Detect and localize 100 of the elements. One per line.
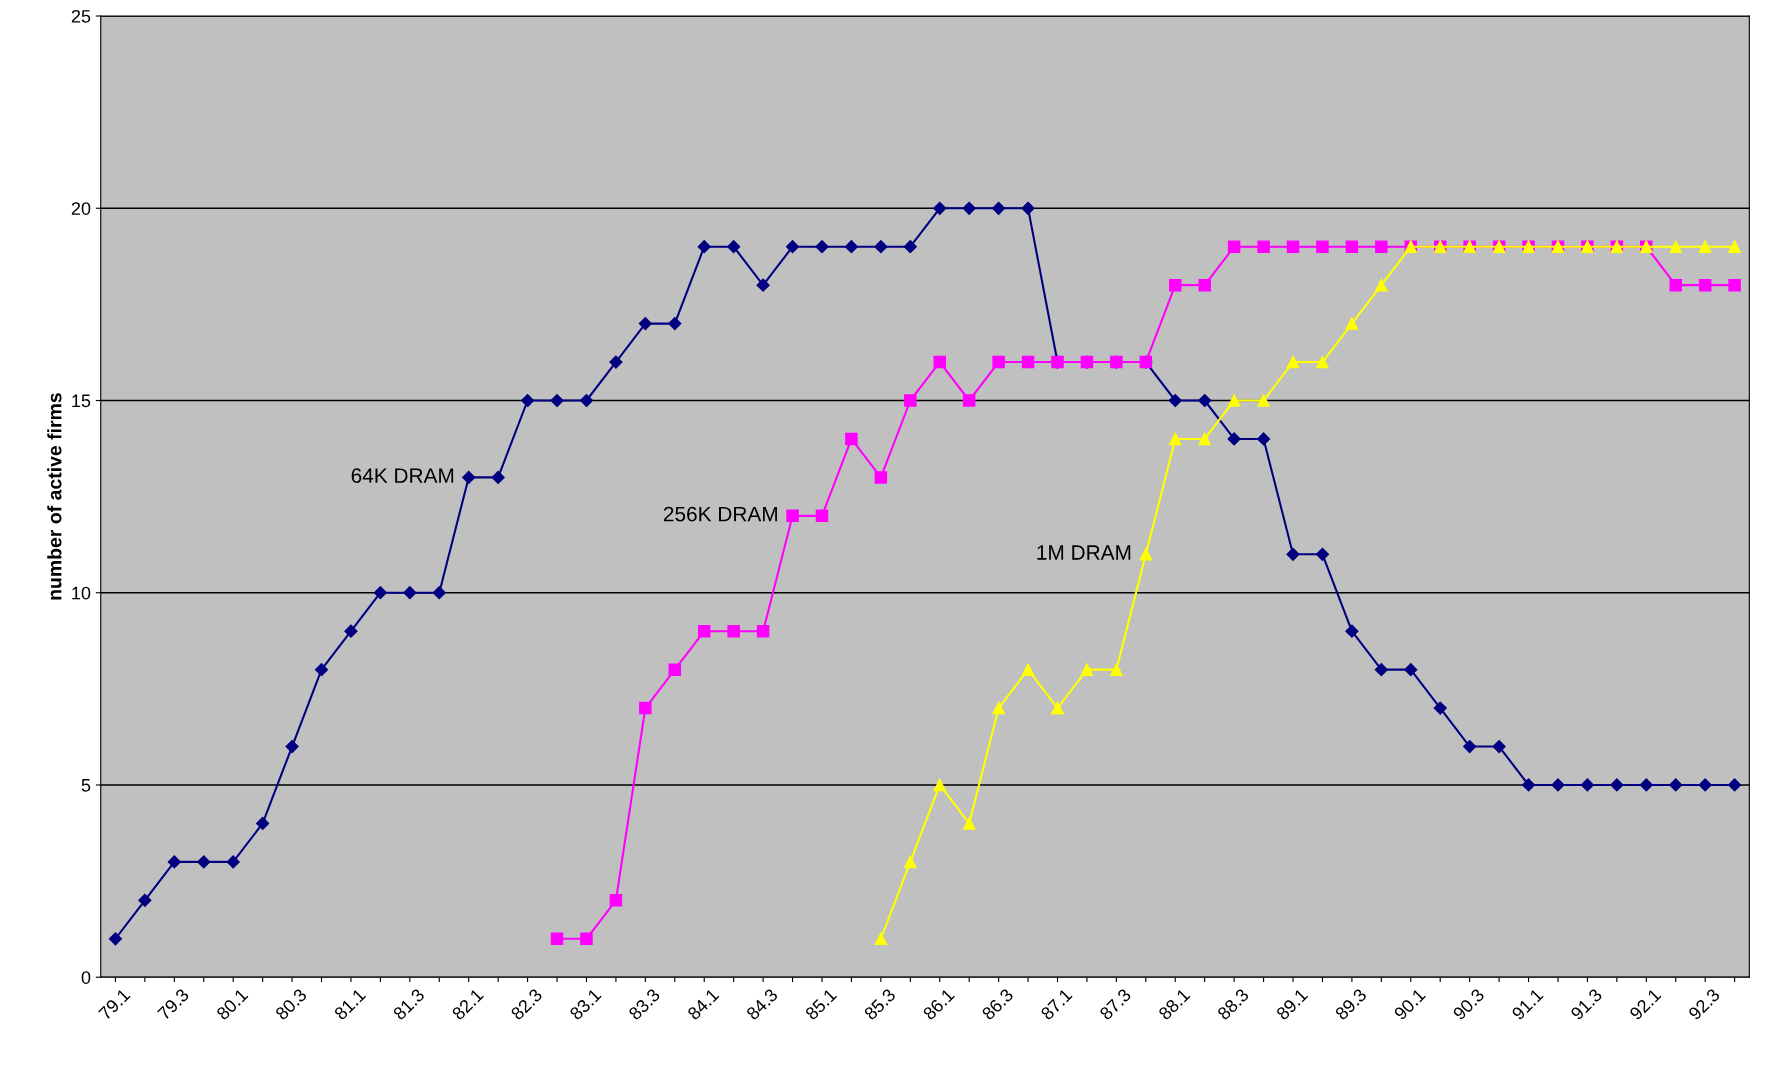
x-tick-label: 92.3 <box>1687 987 1721 1021</box>
point <box>904 394 917 407</box>
x-tick-label: 92.1 <box>1628 987 1662 1021</box>
x-tick-label: 79.3 <box>156 987 190 1021</box>
point <box>1698 240 1712 253</box>
point <box>1315 547 1330 561</box>
point <box>1316 240 1329 253</box>
point <box>1227 432 1241 446</box>
x-tick-label: 87.1 <box>1040 987 1073 1021</box>
point <box>462 470 476 484</box>
point <box>904 855 917 869</box>
x-tick-label: 90.3 <box>1452 987 1485 1021</box>
point <box>668 663 682 676</box>
point <box>1198 432 1211 446</box>
y-tick-label: 5 <box>81 779 91 792</box>
point <box>491 470 505 484</box>
point <box>844 240 859 254</box>
point <box>1198 393 1212 408</box>
point <box>432 586 446 600</box>
point <box>1492 739 1506 754</box>
point <box>609 355 623 369</box>
point <box>1669 778 1683 792</box>
x-tick-label: 90.1 <box>1393 987 1427 1021</box>
point <box>727 624 740 638</box>
point <box>1256 432 1271 446</box>
point <box>1639 778 1653 792</box>
point <box>1051 701 1064 715</box>
x-tick-label: 86.1 <box>922 987 955 1021</box>
point <box>197 855 211 869</box>
point <box>1021 663 1035 676</box>
point <box>1169 432 1182 446</box>
point <box>1669 240 1682 253</box>
point <box>1580 778 1595 792</box>
series-label: 256K DRAM <box>663 506 777 522</box>
point <box>344 624 358 638</box>
point <box>1021 201 1035 215</box>
point <box>1286 355 1300 369</box>
point <box>903 240 917 254</box>
y-tick-label: 15 <box>72 394 91 408</box>
point <box>962 201 976 215</box>
point <box>1168 393 1182 408</box>
point <box>285 739 299 754</box>
point <box>727 240 741 254</box>
y-tick-label: 0 <box>81 971 91 984</box>
point <box>1728 240 1741 253</box>
point <box>373 586 387 600</box>
y-tick-label: 25 <box>71 9 91 23</box>
x-tick-label: 82.3 <box>510 987 543 1021</box>
point <box>138 893 152 907</box>
point <box>1021 355 1035 369</box>
point <box>1080 663 1094 676</box>
point <box>933 201 947 215</box>
point <box>1433 701 1447 715</box>
point <box>1521 778 1536 792</box>
point <box>874 932 888 946</box>
point <box>226 855 240 869</box>
point <box>697 240 711 254</box>
x-tick-label: 87.3 <box>1098 987 1132 1021</box>
point <box>1374 663 1388 677</box>
point <box>1404 663 1418 677</box>
y-tick-label: 20 <box>71 202 91 215</box>
y-tick-label: 10 <box>72 586 91 600</box>
point <box>639 701 652 715</box>
point <box>962 817 976 830</box>
x-tick-label: 85.1 <box>804 987 838 1021</box>
point <box>1698 778 1712 792</box>
point <box>1110 663 1123 676</box>
point <box>1257 394 1270 407</box>
point <box>1375 240 1388 253</box>
point <box>1139 548 1153 561</box>
point <box>815 240 829 254</box>
point <box>1227 394 1241 407</box>
point <box>1698 278 1712 292</box>
point <box>756 624 770 638</box>
x-tick-label: 83.1 <box>568 987 602 1021</box>
point <box>845 432 858 446</box>
point <box>1345 624 1359 638</box>
point <box>1375 278 1388 292</box>
point <box>815 509 829 523</box>
point <box>933 355 946 369</box>
point <box>1610 778 1624 792</box>
point <box>1198 278 1211 292</box>
point <box>992 201 1006 215</box>
point <box>314 663 329 677</box>
x-tick-label: 91.3 <box>1569 987 1603 1021</box>
x-tick-label: 86.3 <box>981 987 1014 1021</box>
point <box>521 393 535 408</box>
y-axis-title: number of active firms <box>47 393 62 600</box>
point <box>550 393 564 408</box>
point <box>609 894 623 907</box>
x-tick-label: 81.1 <box>333 987 367 1021</box>
point <box>756 278 770 292</box>
point <box>785 240 800 254</box>
point <box>1551 778 1565 792</box>
point <box>403 586 417 600</box>
x-tick-label: 91.1 <box>1511 987 1544 1021</box>
point <box>1728 278 1741 292</box>
point <box>256 816 270 831</box>
point <box>1286 240 1300 253</box>
point <box>580 932 593 946</box>
